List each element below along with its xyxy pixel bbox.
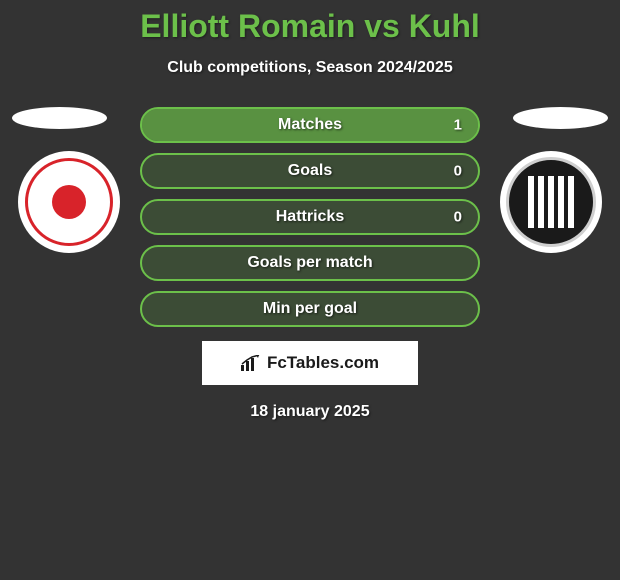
hemel-hempstead-badge-icon xyxy=(25,158,113,246)
subtitle: Club competitions, Season 2024/2025 xyxy=(0,59,620,77)
stat-row-goals-per-match: Goals per match xyxy=(140,245,480,281)
brand-badge: FcTables.com xyxy=(202,341,418,385)
chart-icon xyxy=(241,355,261,371)
club-badge-left xyxy=(18,151,120,253)
stat-row-goals: Goals 0 xyxy=(140,153,480,189)
bath-city-badge-icon xyxy=(506,157,596,247)
brand-text: FcTables.com xyxy=(267,353,379,373)
stat-row-min-per-goal: Min per goal xyxy=(140,291,480,327)
stat-value: 0 xyxy=(454,209,462,226)
stats-list: Matches 1 Goals 0 Hattricks 0 Goals per … xyxy=(140,107,480,327)
stat-row-matches: Matches 1 xyxy=(140,107,480,143)
club-badge-right xyxy=(500,151,602,253)
stat-value: 0 xyxy=(454,163,462,180)
player-neck-right xyxy=(513,107,608,129)
stat-label: Matches xyxy=(278,116,342,134)
stat-value: 1 xyxy=(454,117,462,134)
stat-label: Min per goal xyxy=(263,300,357,318)
stat-label: Goals per match xyxy=(247,254,372,272)
stat-row-hattricks: Hattricks 0 xyxy=(140,199,480,235)
comparison-panel: Matches 1 Goals 0 Hattricks 0 Goals per … xyxy=(0,107,620,421)
stat-label: Hattricks xyxy=(276,208,344,226)
player-neck-left xyxy=(12,107,107,129)
page-title: Elliott Romain vs Kuhl xyxy=(0,0,620,45)
date-label: 18 january 2025 xyxy=(0,403,620,421)
stat-label: Goals xyxy=(288,162,332,180)
